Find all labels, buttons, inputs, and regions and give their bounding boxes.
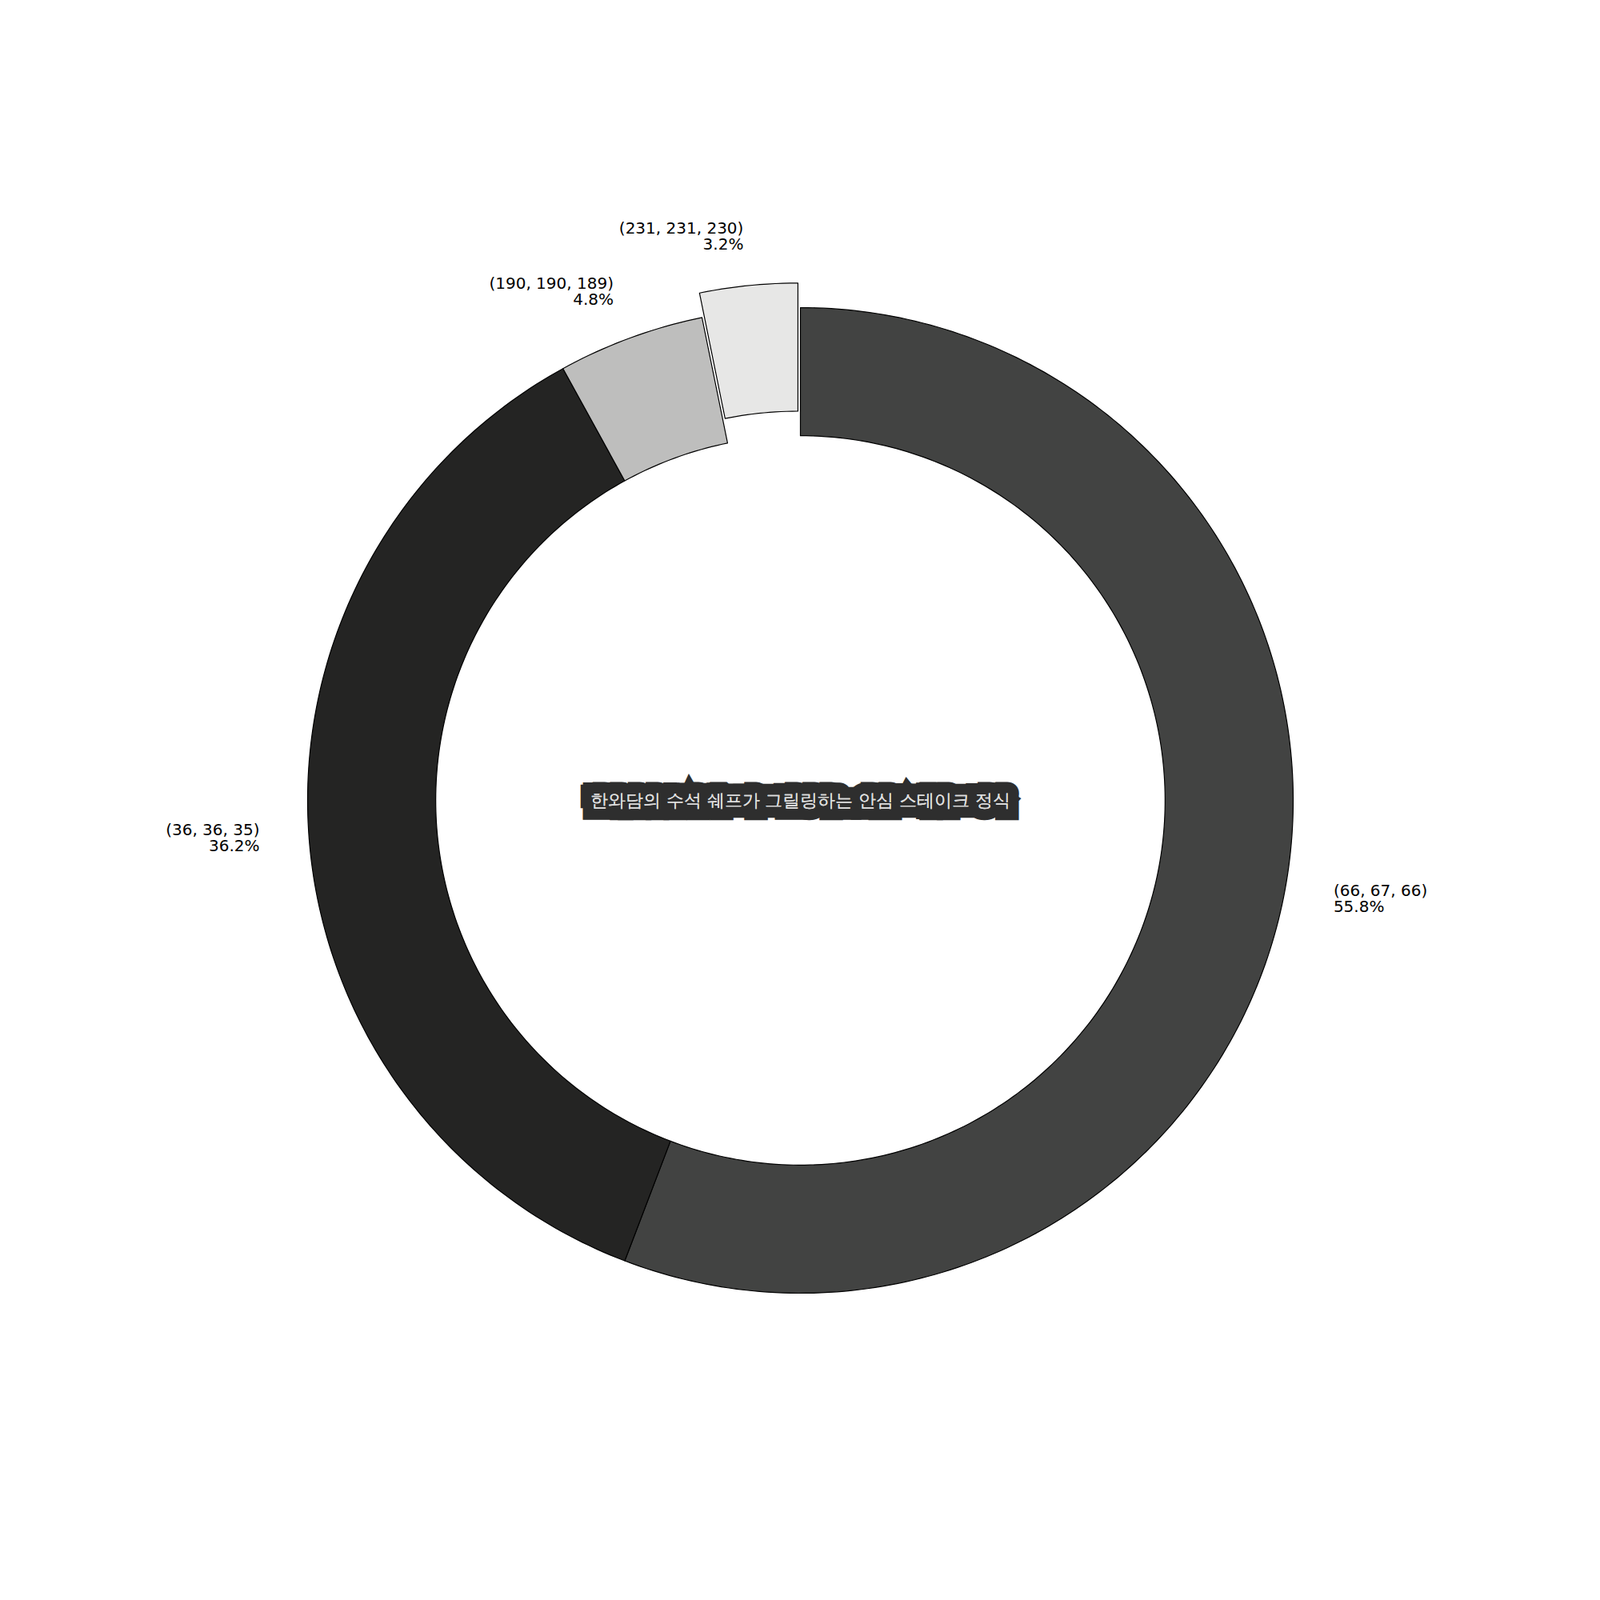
svg-text:(36, 36, 35)36.2%: (36, 36, 35)36.2% bbox=[165, 820, 260, 856]
svg-text:(66, 67, 66)55.8%: (66, 67, 66)55.8% bbox=[1333, 880, 1428, 916]
svg-text:한와담의 수석 쉐프가 그릴링하는 안심 스테이크 정식: 한와담의 수석 쉐프가 그릴링하는 안심 스테이크 정식 bbox=[590, 790, 1012, 811]
svg-text:(190, 190, 189)4.8%: (190, 190, 189)4.8% bbox=[488, 273, 614, 309]
svg-text:(231, 231, 230)3.2%: (231, 231, 230)3.2% bbox=[619, 218, 744, 254]
svg-text:한와담의 수석 쉐프가 그릴링하는 안심 스테이크 정식: 한와담의 수석 쉐프가 그릴링하는 안심 스테이크 정식 bbox=[590, 790, 1012, 811]
